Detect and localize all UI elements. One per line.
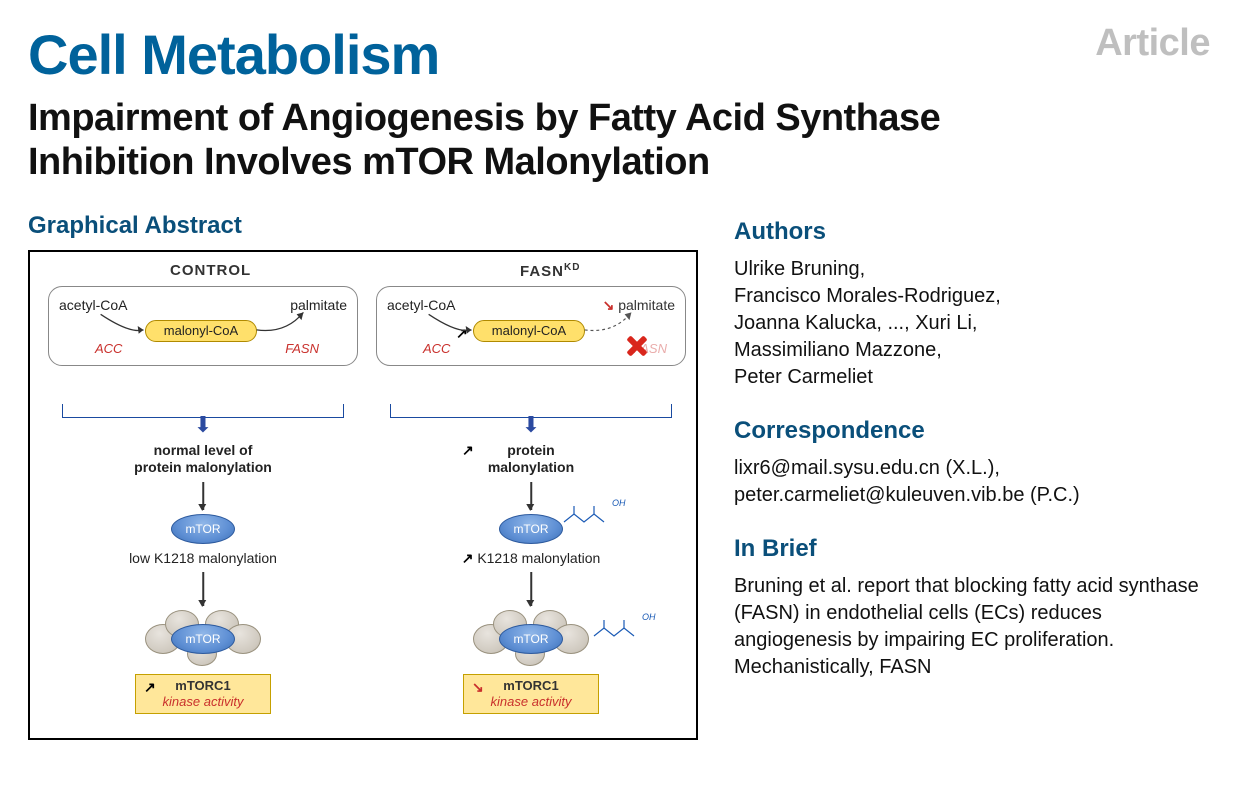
authors-list: Ulrike Bruning, Francisco Morales-Rodrig… (734, 256, 1214, 391)
arrow-down-icon (530, 572, 532, 606)
fasnkd-k1218-text: ↗ K1218 malonylation (376, 550, 686, 567)
journal-title: Cell Metabolism (28, 22, 1214, 87)
malonyl-chem-icon (592, 616, 648, 640)
graphical-abstract-heading: Graphical Abstract (28, 212, 698, 240)
fasnkd-kinase-box: ↘ mTORC1 kinase activity (463, 674, 599, 714)
mtorc1-complex-icon: mTOR (143, 610, 263, 666)
up-arrow-icon: ↗ (144, 679, 156, 696)
authors-block: Authors Ulrike Bruning, Francisco Morale… (734, 218, 1214, 391)
down-arrow-icon: ⬇ (522, 412, 540, 438)
correspondence-heading: Correspondence (734, 417, 1214, 445)
mtorc1-complex-icon: mTOR (471, 610, 591, 666)
in-brief-heading: In Brief (734, 535, 1214, 563)
arrow-down-icon (202, 572, 204, 606)
red-x-icon (625, 334, 649, 358)
control-kinase-box: ↗ mTORC1 kinase activity (135, 674, 271, 714)
in-brief-text: Bruning et al. report that blocking fatt… (734, 573, 1214, 681)
oh-label: OH (612, 498, 626, 508)
down-arrow-icon: ⬇ (194, 412, 212, 438)
control-panel-label: CONTROL (170, 262, 251, 279)
fasnkd-panel-label: FASNKD (520, 262, 580, 280)
reaction-arrows-icon (49, 287, 357, 365)
correspondence-block: Correspondence lixr6@mail.sysu.edu.cn (X… (734, 417, 1214, 509)
down-red-arrow-icon: ↘ (472, 679, 484, 696)
metadata-column: Authors Ulrike Bruning, Francisco Morale… (734, 212, 1214, 740)
fasnkd-label-sup: KD (564, 262, 580, 273)
mtor-oval: mTOR (499, 514, 563, 544)
mtor-oval-in-complex: mTOR (499, 624, 563, 654)
up-arrow-icon: ↗ (462, 442, 474, 459)
paper-title: Impairment of Angiogenesis by Fatty Acid… (28, 97, 1078, 184)
fasnkd-malonylation-text: ↗ protein malonylation (376, 442, 686, 476)
fasnkd-reaction-box: acetyl-CoA ↘ palmitate ↗ malonyl-CoA ACC… (376, 286, 686, 366)
fasnkd-label-text: FASN (520, 263, 564, 280)
graphical-abstract-column: Graphical Abstract CONTROL FASNKD acetyl… (28, 212, 698, 740)
mtor-oval-in-complex: mTOR (171, 624, 235, 654)
control-malonylation-text: normal level of protein malonylation (48, 442, 358, 476)
two-column-layout: Graphical Abstract CONTROL FASNKD acetyl… (28, 212, 1214, 740)
in-brief-block: In Brief Bruning et al. report that bloc… (734, 535, 1214, 681)
up-arrow-icon: ↗ (462, 550, 474, 566)
arrow-down-icon (202, 482, 204, 510)
authors-heading: Authors (734, 218, 1214, 246)
mtor-oval: mTOR (171, 514, 235, 544)
arrow-down-icon (530, 482, 532, 510)
control-panel: acetyl-CoA palmitate malonyl-CoA ACC FAS… (48, 286, 358, 366)
control-k1218-text: low K1218 malonylation (48, 550, 358, 567)
control-reaction-box: acetyl-CoA palmitate malonyl-CoA ACC FAS… (48, 286, 358, 366)
correspondence-text: lixr6@mail.sysu.edu.cn (X.L.), peter.car… (734, 455, 1214, 509)
fasnkd-panel: acetyl-CoA ↘ palmitate ↗ malonyl-CoA ACC… (376, 286, 686, 366)
graphical-abstract-figure: CONTROL FASNKD acetyl-CoA palmitate malo… (28, 250, 698, 740)
article-tag: Article (1095, 22, 1210, 65)
oh-label: OH (642, 612, 656, 622)
malonyl-chem-icon (562, 502, 618, 526)
